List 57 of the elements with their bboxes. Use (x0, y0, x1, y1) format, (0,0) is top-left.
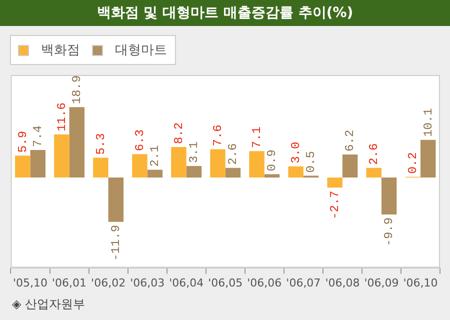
bar (342, 154, 358, 178)
data-label: -11.9 (109, 224, 124, 261)
data-label: 5.9 (16, 130, 30, 153)
bar (108, 178, 124, 222)
bar (381, 178, 397, 214)
data-label: 7.1 (250, 126, 264, 148)
bar (147, 170, 163, 178)
data-label: 3.1 (187, 141, 202, 164)
data-label: 11.6 (54, 102, 69, 132)
bar (288, 166, 304, 178)
data-label: 0.2 (406, 152, 420, 174)
x-tick-label: '06,02 (91, 276, 126, 290)
bar (171, 147, 186, 178)
bar (420, 140, 436, 178)
bar (132, 154, 148, 178)
bar (327, 178, 342, 188)
x-tick-label: '06,06 (247, 276, 282, 290)
bar (186, 166, 202, 178)
x-tick-label: '06,07 (286, 276, 321, 290)
bar (54, 134, 70, 178)
x-tick-label: '06,09 (364, 276, 399, 290)
x-tick-label: '06,04 (169, 276, 204, 290)
chart-title: 백화점 및 대형마트 매출증감률 추이(%) (0, 0, 450, 26)
data-label: 10.1 (421, 108, 436, 137)
bar (264, 174, 280, 178)
x-tick-label: '06,03 (130, 276, 165, 290)
data-label: 2.1 (148, 145, 162, 167)
bar (366, 168, 382, 178)
x-tick-label: '06,08 (325, 276, 360, 290)
bar (93, 158, 108, 178)
data-label: 18.9 (70, 75, 84, 104)
legend-label: 백화점 (41, 42, 80, 59)
bar (69, 107, 84, 178)
data-label: 0.9 (265, 150, 280, 172)
data-label: 2.6 (367, 143, 382, 165)
data-label: -9.9 (382, 217, 396, 246)
data-label: 7.6 (210, 124, 225, 146)
data-label: 0.5 (304, 151, 318, 173)
x-tick-label: '06,05 (208, 276, 243, 290)
data-label: 6.2 (343, 130, 358, 152)
data-label: -2.7 (328, 190, 342, 220)
x-tick-label: '06,01 (52, 276, 87, 290)
data-label: 3.0 (288, 142, 303, 164)
bar (249, 151, 264, 178)
bar (15, 156, 30, 178)
text: ◈ 산업자원부 (12, 296, 86, 313)
data-label: 7.4 (31, 125, 46, 147)
x-tick-label: '05,10 (13, 276, 48, 290)
bar (30, 150, 46, 178)
x-tick-label: '06,10 (403, 276, 438, 290)
data-label: 5.3 (94, 133, 108, 155)
data-label: 8.2 (172, 122, 186, 144)
data-label: 2.6 (226, 143, 240, 165)
bar (210, 149, 226, 178)
legend-label: 대형마트 (115, 42, 167, 59)
data-label: 6.3 (132, 129, 147, 152)
bar (225, 168, 241, 178)
